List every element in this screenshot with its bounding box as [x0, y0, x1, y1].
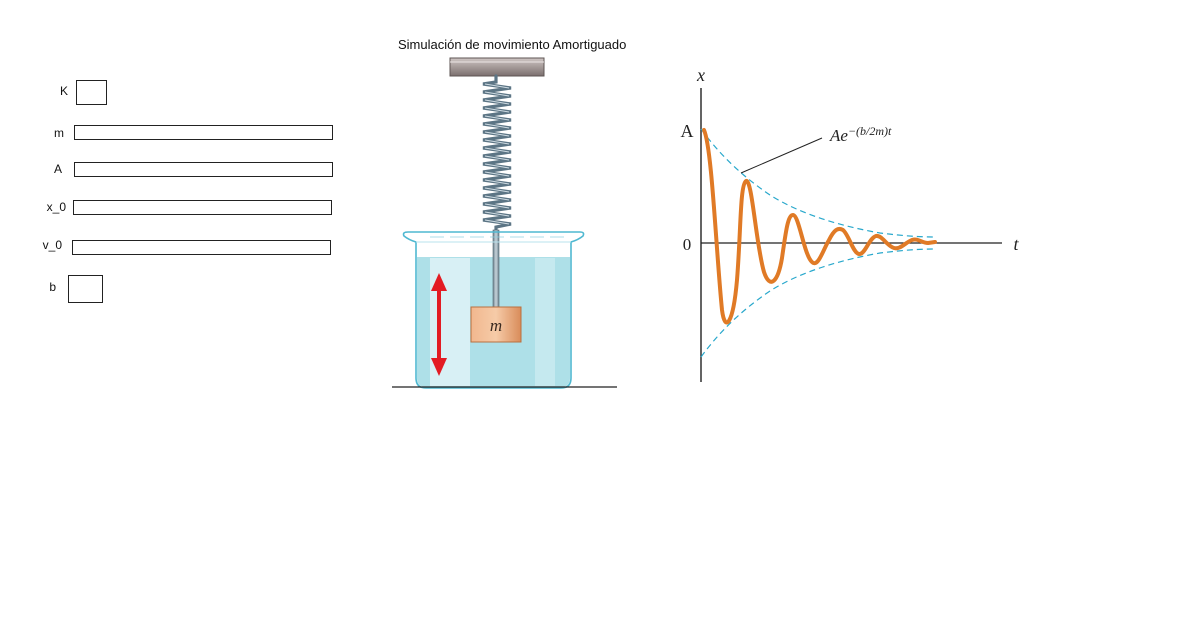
- mass-label: m: [490, 316, 502, 335]
- envelope-formula: Ae−(b/2m)t: [829, 124, 892, 145]
- k-input[interactable]: [76, 80, 107, 105]
- damped-oscillation-graph: x t A 0 Ae−(b/2m)t: [681, 65, 1019, 382]
- motion-arrow: [431, 273, 447, 376]
- oscillation-curve: [702, 128, 937, 325]
- envelope-exponent: −(b/2m)t: [848, 124, 892, 138]
- x-axis-label: x: [696, 65, 705, 85]
- label-k: K: [59, 84, 68, 98]
- x0-input[interactable]: [73, 200, 332, 215]
- envelope-base: Ae: [829, 126, 848, 145]
- label-x0: x_0: [46, 200, 66, 214]
- beaker: [402, 231, 585, 389]
- upper-envelope: [700, 128, 936, 238]
- m-input[interactable]: [74, 125, 333, 140]
- label-v0: v_0: [42, 238, 62, 252]
- damped-oscillator-illustration: m: [392, 57, 617, 389]
- amplitude-label: A: [681, 121, 694, 141]
- zero-label: 0: [683, 235, 692, 254]
- simulation-title: Simulación de movimiento Amortiguado: [398, 37, 627, 52]
- t-axis-label: t: [1013, 234, 1019, 254]
- b-input[interactable]: [68, 275, 103, 303]
- envelope-pointer: [740, 137, 823, 174]
- ceiling-support: [449, 57, 545, 77]
- label-m: m: [54, 126, 64, 140]
- spring: [482, 74, 512, 234]
- label-a: A: [53, 162, 62, 176]
- mass-block: [470, 306, 522, 343]
- lower-envelope: [700, 248, 936, 358]
- a-input[interactable]: [74, 162, 333, 177]
- label-b: b: [49, 280, 56, 294]
- v0-input[interactable]: [72, 240, 331, 255]
